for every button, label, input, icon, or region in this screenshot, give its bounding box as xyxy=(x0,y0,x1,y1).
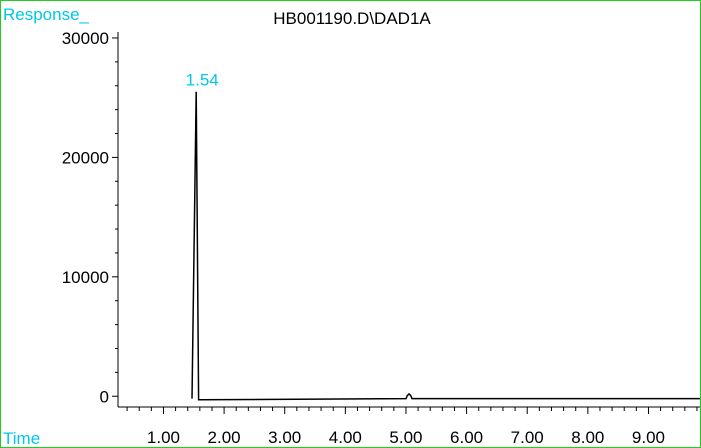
y-axis-label: Response_ xyxy=(3,5,90,24)
x-tick-label: 4.00 xyxy=(329,428,362,447)
x-tick-label: 2.00 xyxy=(208,428,241,447)
axes: 0 10000 20000 30000 1.00 2.00 3.00 4.00 5.00 6.00… xyxy=(62,29,700,447)
chart-title: HB001190.D\DAD1A xyxy=(273,9,431,28)
y-tick-label: 20000 xyxy=(62,148,109,167)
x-tick-label: 5.00 xyxy=(389,428,422,447)
trace-layer xyxy=(191,91,700,401)
peak-labels: 1.54 xyxy=(186,71,219,90)
x-tick-label: 1.00 xyxy=(147,428,180,447)
x-tick-label: 7.00 xyxy=(511,428,544,447)
x-tick-label: 9.00 xyxy=(632,428,665,447)
y-tick-label: 30000 xyxy=(62,29,109,48)
peak-label: 1.54 xyxy=(186,71,219,90)
x-tick-label: 8.00 xyxy=(571,428,604,447)
y-tick-label: 0 xyxy=(100,387,109,406)
y-tick-label: 10000 xyxy=(62,268,109,287)
x-tick-label: 6.00 xyxy=(450,428,483,447)
x-axis-label: Time xyxy=(3,429,40,448)
x-tick-label: 3.00 xyxy=(268,428,301,447)
series-line xyxy=(191,91,700,401)
